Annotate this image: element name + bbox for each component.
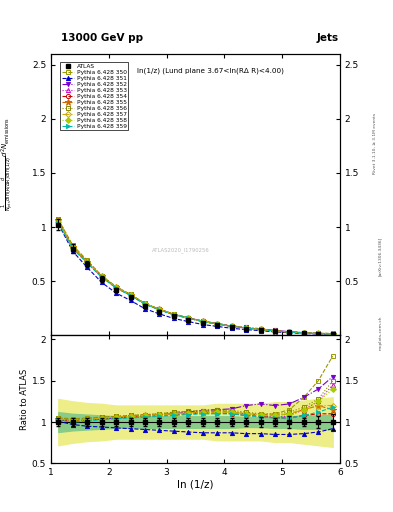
Text: Rivet 3.1.10, ≥ 3.1M events: Rivet 3.1.10, ≥ 3.1M events	[373, 113, 377, 174]
X-axis label: ln (1/z): ln (1/z)	[177, 480, 214, 490]
Text: Jets: Jets	[317, 33, 339, 43]
Text: ln(1/z) (Lund plane 3.67<ln(RΔ R)<4.00): ln(1/z) (Lund plane 3.67<ln(RΔ R)<4.00)	[136, 68, 283, 74]
Legend: ATLAS, Pythia 6.428 350, Pythia 6.428 351, Pythia 6.428 352, Pythia 6.428 353, P: ATLAS, Pythia 6.428 350, Pythia 6.428 35…	[60, 62, 129, 131]
Y-axis label: Ratio to ATLAS: Ratio to ATLAS	[20, 369, 29, 430]
Text: $\frac{1}{N_{\mathrm{jets}}}\frac{d}{d\ln(R/\Delta R)\,d\ln(1/z)}d^2N_{\mathrm{e: $\frac{1}{N_{\mathrm{jets}}}\frac{d}{d\l…	[0, 117, 16, 211]
Text: ATLAS2020_I1790256: ATLAS2020_I1790256	[152, 247, 210, 252]
Text: 13000 GeV pp: 13000 GeV pp	[61, 33, 143, 43]
Text: mcplots.cern.ch: mcplots.cern.ch	[378, 315, 382, 350]
Text: [arXiv:1306.3436]: [arXiv:1306.3436]	[378, 237, 382, 275]
